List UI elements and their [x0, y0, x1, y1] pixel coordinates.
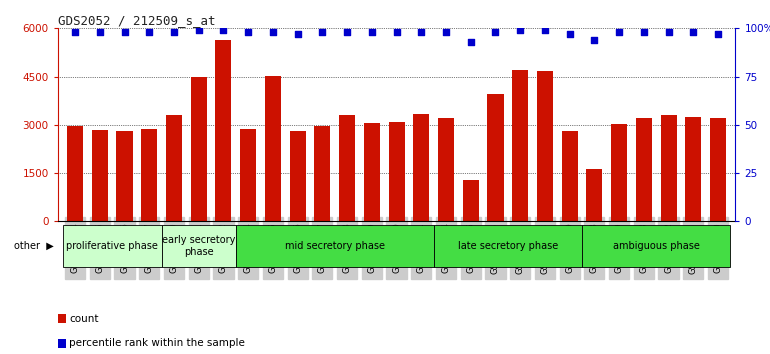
- Point: [143, 29, 156, 35]
- Bar: [314, 126, 330, 221]
- Point: [266, 29, 279, 35]
- Bar: [561, 131, 578, 221]
- Bar: [92, 130, 108, 221]
- Bar: [710, 118, 726, 221]
- Point: [514, 27, 527, 33]
- Point: [464, 39, 477, 45]
- Point: [242, 29, 254, 35]
- Bar: [265, 76, 281, 221]
- Bar: [636, 118, 652, 221]
- Point: [662, 29, 675, 35]
- Bar: [661, 115, 677, 221]
- Text: late secretory phase: late secretory phase: [457, 241, 558, 251]
- Bar: [290, 131, 306, 221]
- Point: [588, 37, 601, 43]
- Point: [341, 29, 353, 35]
- Bar: [438, 118, 454, 221]
- Point: [390, 29, 403, 35]
- Text: early secretory
phase: early secretory phase: [162, 235, 236, 257]
- Text: GDS2052 / 212509_s_at: GDS2052 / 212509_s_at: [58, 14, 216, 27]
- Text: mid secretory phase: mid secretory phase: [285, 241, 385, 251]
- Text: count: count: [69, 314, 99, 324]
- Bar: [685, 117, 701, 221]
- Point: [316, 29, 329, 35]
- Bar: [141, 129, 157, 221]
- Bar: [62, 225, 162, 267]
- Bar: [611, 124, 627, 221]
- Bar: [389, 121, 404, 221]
- Text: other  ▶: other ▶: [14, 241, 54, 251]
- Text: percentile rank within the sample: percentile rank within the sample: [69, 338, 245, 348]
- Point: [366, 29, 378, 35]
- Point: [440, 29, 452, 35]
- Bar: [512, 70, 528, 221]
- Bar: [487, 94, 504, 221]
- Point: [638, 29, 650, 35]
- Bar: [191, 76, 207, 221]
- Bar: [240, 129, 256, 221]
- Point: [415, 29, 427, 35]
- Point: [292, 31, 304, 37]
- Point: [119, 29, 131, 35]
- Point: [69, 29, 81, 35]
- Text: ambiguous phase: ambiguous phase: [613, 241, 700, 251]
- Bar: [582, 225, 731, 267]
- Bar: [586, 169, 602, 221]
- Bar: [166, 115, 182, 221]
- Point: [564, 31, 576, 37]
- Bar: [463, 180, 479, 221]
- Bar: [162, 225, 236, 267]
- Bar: [236, 225, 434, 267]
- Point: [217, 27, 229, 33]
- Point: [687, 29, 699, 35]
- Point: [539, 27, 551, 33]
- Bar: [363, 123, 380, 221]
- Bar: [116, 131, 132, 221]
- Bar: [216, 40, 232, 221]
- Point: [192, 27, 205, 33]
- Bar: [413, 114, 430, 221]
- Bar: [67, 126, 83, 221]
- Bar: [537, 71, 553, 221]
- Point: [94, 29, 106, 35]
- Bar: [434, 225, 582, 267]
- Point: [712, 31, 725, 37]
- Point: [489, 29, 501, 35]
- Bar: [339, 115, 355, 221]
- Point: [168, 29, 180, 35]
- Text: proliferative phase: proliferative phase: [66, 241, 158, 251]
- Point: [613, 29, 625, 35]
